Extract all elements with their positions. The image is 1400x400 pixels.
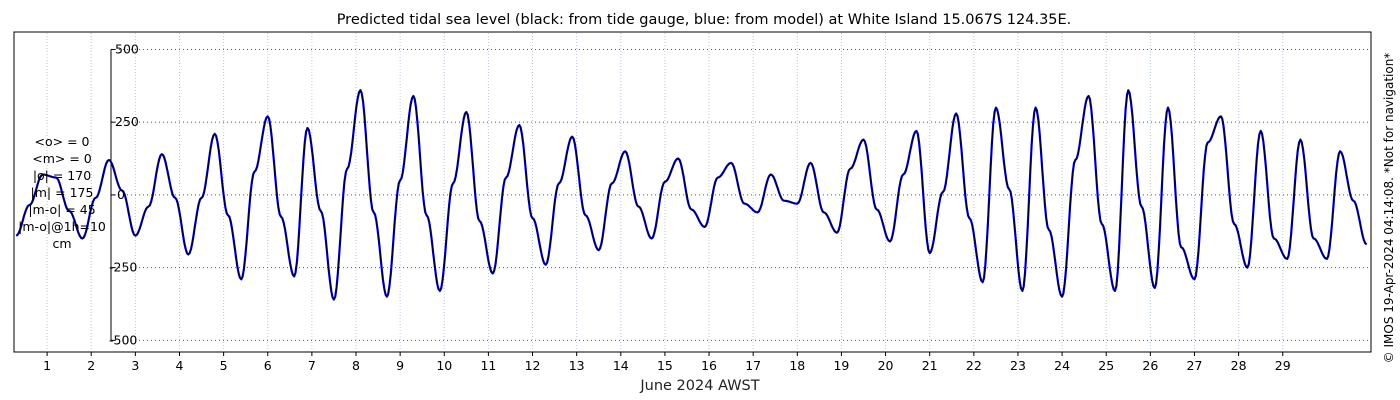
x-tick-label-3: 3 — [131, 358, 139, 373]
stat-o-mean: <o> = 0 — [35, 134, 90, 149]
x-tick-label-25: 25 — [1098, 358, 1114, 373]
x-tick-label-27: 27 — [1187, 358, 1203, 373]
x-tick-label-21: 21 — [922, 358, 938, 373]
x-tick-label-26: 26 — [1142, 358, 1158, 373]
copyright-notice: © IMOS 19-Apr-2024 04:14:08. *Not for na… — [1382, 53, 1396, 364]
x-tick-label-12: 12 — [525, 358, 541, 373]
x-tick-label-28: 28 — [1231, 358, 1247, 373]
x-tick-label-20: 20 — [878, 358, 894, 373]
x-tick-label-29: 29 — [1275, 358, 1291, 373]
x-tick-label-16: 16 — [701, 358, 717, 373]
x-tick-label-14: 14 — [613, 358, 629, 373]
stat-m-minus-o: |m-o| = 45 — [28, 202, 95, 217]
stat-o-abs: |o| = 170 — [33, 168, 91, 183]
stat-m-abs: |m| = 175 — [31, 185, 94, 200]
x-tick-label-7: 7 — [308, 358, 316, 373]
x-tick-label-9: 9 — [396, 358, 404, 373]
stat-m-minus-o-1h: |m-o|@1h=10 — [18, 219, 106, 234]
series-group — [15, 89, 1368, 301]
x-tick-label-18: 18 — [789, 358, 805, 373]
stat-units: cm — [52, 236, 71, 251]
y-tick-label-250: 250 — [115, 114, 139, 129]
x-tick-label-17: 17 — [745, 358, 761, 373]
x-tick-label-2: 2 — [87, 358, 95, 373]
stat-m-mean: <m> = 0 — [32, 151, 92, 166]
stats-panel: <o> = 0 <m> = 0 |o| = 170 |m| = 175 |m-o… — [18, 134, 106, 251]
grid — [46, 33, 1371, 351]
axes — [46, 48, 1284, 356]
y-tick-label-500: 500 — [115, 41, 139, 56]
plot-frame — [13, 31, 1372, 353]
x-tick-label-8: 8 — [352, 358, 360, 373]
y-tick-label-0: 0 — [117, 187, 125, 202]
y-tick-label--250: -250 — [109, 260, 137, 275]
gauge-series-line — [15, 89, 1367, 301]
x-tick-label-22: 22 — [966, 358, 982, 373]
x-tick-label-13: 13 — [569, 358, 585, 373]
x-tick-label-5: 5 — [220, 358, 228, 373]
x-tick-label-24: 24 — [1054, 358, 1070, 373]
y-tick-label--500: -500 — [109, 332, 137, 347]
x-axis-label: June 2024 AWST — [639, 378, 759, 394]
x-tick-label-10: 10 — [436, 358, 452, 373]
chart-title: Predicted tidal sea level (black: from t… — [337, 12, 1072, 28]
x-tick-label-19: 19 — [833, 358, 849, 373]
x-tick-label-6: 6 — [264, 358, 272, 373]
x-tick-label-1: 1 — [43, 358, 51, 373]
x-tick-label-11: 11 — [480, 358, 496, 373]
x-tick-label-23: 23 — [1010, 358, 1026, 373]
x-tick-label-4: 4 — [176, 358, 184, 373]
x-tick-label-15: 15 — [657, 358, 673, 373]
